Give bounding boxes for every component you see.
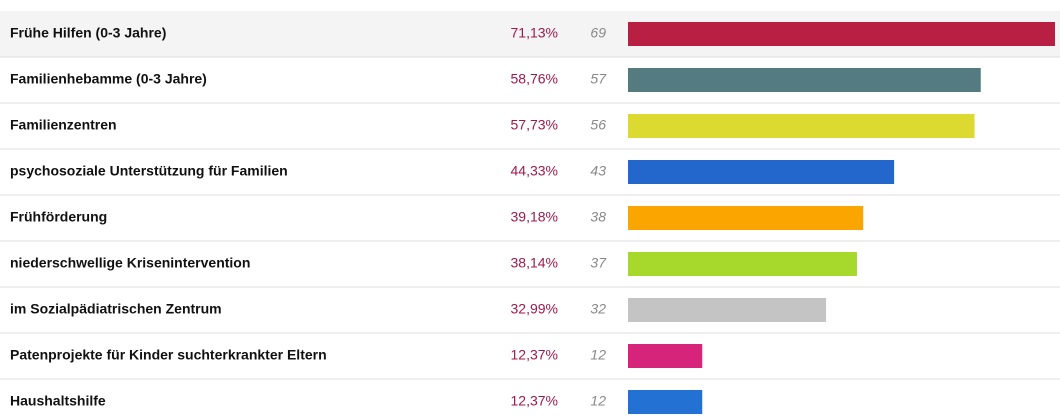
percent-label: 12,37% bbox=[511, 393, 558, 409]
bar bbox=[628, 298, 827, 322]
percent-label: 32,99% bbox=[511, 301, 558, 317]
bar bbox=[628, 68, 981, 92]
bar bbox=[628, 22, 1055, 46]
bar bbox=[628, 344, 703, 368]
category-label: psychosoziale Unterstützung für Familien bbox=[10, 163, 288, 179]
percent-label: 57,73% bbox=[511, 117, 558, 133]
percent-label: 38,14% bbox=[511, 255, 558, 271]
percent-label: 12,37% bbox=[511, 347, 558, 363]
category-label: im Sozialpädiatrischen Zentrum bbox=[10, 301, 222, 317]
category-label: Haushaltshilfe bbox=[10, 393, 106, 409]
bar bbox=[628, 160, 895, 184]
count-label: 69 bbox=[590, 25, 606, 41]
category-label: Frühe Hilfen (0-3 Jahre) bbox=[10, 25, 166, 41]
bar bbox=[628, 114, 975, 138]
count-label: 32 bbox=[590, 301, 606, 317]
count-label: 56 bbox=[590, 117, 606, 133]
count-label: 12 bbox=[590, 393, 606, 409]
category-label: Patenprojekte für Kinder suchterkrankter… bbox=[10, 347, 327, 363]
category-label: Frühförderung bbox=[10, 209, 107, 225]
count-label: 12 bbox=[590, 347, 606, 363]
category-label: Familienhebamme (0-3 Jahre) bbox=[10, 71, 207, 87]
count-label: 37 bbox=[590, 255, 607, 271]
percent-label: 58,76% bbox=[511, 71, 558, 87]
bar bbox=[628, 252, 857, 276]
category-label: niederschwellige Krisenintervention bbox=[10, 255, 250, 271]
category-label: Familienzentren bbox=[10, 117, 117, 133]
count-label: 43 bbox=[590, 163, 606, 179]
bar bbox=[628, 390, 703, 414]
bar bbox=[628, 206, 864, 230]
percent-label: 71,13% bbox=[511, 25, 558, 41]
percent-label: 39,18% bbox=[511, 209, 558, 225]
percent-label: 44,33% bbox=[511, 163, 558, 179]
count-label: 38 bbox=[590, 209, 606, 225]
count-label: 57 bbox=[590, 71, 607, 87]
